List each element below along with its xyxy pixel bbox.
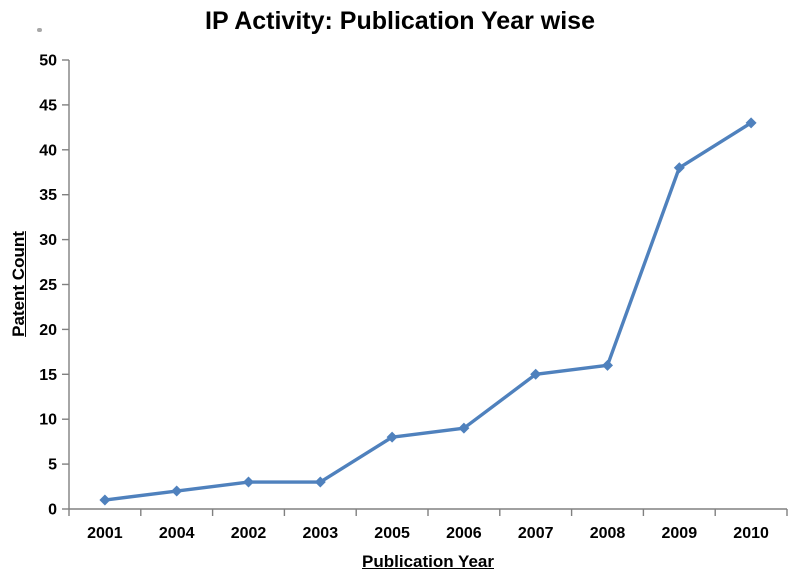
- x-tick-label: 2005: [374, 525, 410, 542]
- x-tick-label: 2002: [231, 525, 267, 542]
- data-point-marker: [314, 476, 326, 488]
- data-point-marker: [171, 485, 183, 497]
- x-tick-label: 2001: [87, 525, 123, 542]
- y-tick-label: 5: [48, 457, 57, 474]
- y-tick-label: 20: [39, 322, 57, 339]
- data-point-marker: [386, 431, 398, 443]
- artifact-mark: [37, 28, 42, 32]
- data-point-marker: [530, 368, 542, 380]
- x-tick-label: 2007: [518, 525, 554, 542]
- x-tick-label: 2010: [733, 525, 769, 542]
- chart-title: IP Activity: Publication Year wise: [205, 7, 595, 35]
- series-line: [103, 121, 753, 502]
- data-point-marker: [673, 162, 685, 174]
- y-tick-label: 10: [39, 412, 57, 429]
- y-tick-label: 15: [39, 367, 57, 384]
- data-point-marker: [602, 359, 613, 371]
- y-tick-label: 35: [39, 187, 57, 204]
- x-tick-label: 2004: [159, 525, 195, 542]
- x-tick-label: 2008: [590, 525, 626, 542]
- y-tick-label: 30: [39, 232, 57, 249]
- y-tick-label: 25: [39, 277, 57, 294]
- y-tick-label: 40: [39, 142, 57, 159]
- y-tick-label: 50: [39, 53, 57, 70]
- x-tick-label: 2006: [446, 525, 482, 542]
- y-tick-label: 0: [48, 502, 57, 519]
- x-axis-title: Publication Year: [362, 552, 494, 571]
- data-point-marker: [243, 476, 254, 488]
- x-tick-label: 2003: [303, 525, 339, 542]
- data-point-marker: [99, 494, 111, 506]
- y-tick-label: 45: [39, 97, 57, 114]
- data-point-marker: [745, 117, 757, 129]
- x-tick-label: 2009: [662, 525, 698, 542]
- data-point-marker: [458, 422, 470, 434]
